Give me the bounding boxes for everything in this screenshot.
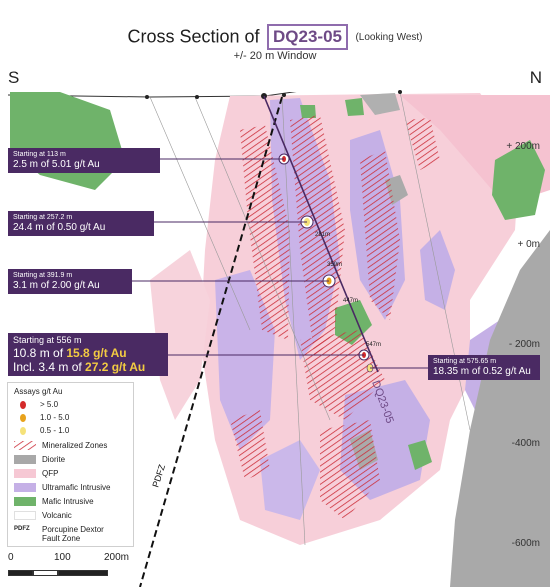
- drill-trace-d: [281, 94, 306, 546]
- swatch-icon: [14, 469, 36, 478]
- legend-item-volcanic: Volcanic: [14, 511, 72, 520]
- ultramafic-f: [260, 440, 320, 520]
- scale-segment: [8, 570, 33, 576]
- fault-label: PDFZ: [150, 463, 167, 489]
- assay-dot-icon: [20, 413, 26, 422]
- elevation-label: - 200m: [508, 339, 540, 350]
- intercept-callout-113m: Starting at 113 m 2.5 m of 5.01 g/t Au: [8, 148, 160, 173]
- fault-abbr: PDFZ: [14, 526, 30, 532]
- swatch-icon: [14, 497, 36, 506]
- swatch-icon: [14, 455, 36, 464]
- diorite-top: [360, 93, 400, 115]
- legend-item-qfp: QFP: [14, 469, 58, 478]
- drill-hole-dq23-05: [263, 95, 379, 373]
- callout-value: 18.35 m of 0.52 g/t Au: [433, 366, 531, 377]
- collar-dot: [145, 95, 149, 99]
- hatch-swatch-icon: [14, 441, 36, 450]
- legend: Assays g/t Au > 5.0 1.0 - 5.0 0.5 - 1.0 …: [7, 382, 134, 547]
- intercept-callout-556m: Starting at 556 m 10.8 m of 15.8 g/t Au …: [8, 333, 168, 376]
- depth-tick: 547m: [366, 342, 381, 348]
- mafic-top-b: [300, 105, 316, 118]
- intercept-callout-575m: Starting at 575.65 m 18.35 m of 0.52 g/t…: [428, 355, 540, 380]
- swatch-icon: [14, 511, 36, 520]
- intercept-callout-391m: Starting at 391.9 m 3.1 m of 2.00 g/t Au: [8, 269, 132, 294]
- scale-label: 100: [54, 552, 71, 563]
- title-direction: (Looking West): [355, 31, 423, 43]
- ultramafic-c: [215, 270, 275, 450]
- drill-trace-b: [194, 96, 331, 421]
- callout-start: Starting at 113 m: [13, 151, 66, 158]
- collar-dot: [282, 93, 286, 97]
- compass-south: S: [8, 68, 20, 87]
- mineralized-zone-3: [360, 150, 400, 320]
- drill-trace-a: [149, 96, 251, 331]
- callout-value: 3.1 m of 2.00 g/t Au: [13, 280, 100, 291]
- qfp-lobe-left: [150, 250, 210, 420]
- legend-item-ultramafic: Ultramafic Intrusive: [14, 483, 110, 492]
- mineralized-zone-1: [290, 115, 345, 360]
- callout-start: Starting at 257.2 m: [13, 214, 73, 221]
- callout-value: 24.4 m of 0.50 g/t Au: [13, 222, 106, 233]
- legend-item-fault: PDFZ Porcupine Dextor Fault Zone: [14, 525, 104, 543]
- ultramafic-d: [420, 230, 455, 310]
- mafic-left: [10, 92, 125, 190]
- callout-value: 2.5 m of 5.01 g/t Au: [13, 159, 100, 170]
- callout-start: Starting at 391.9 m: [13, 272, 73, 279]
- mafic-top-a: [345, 98, 364, 116]
- scale-segment: [33, 570, 58, 576]
- callout-line-1: 10.8 m of 15.8 g/t Au: [13, 346, 127, 360]
- figure-subtitle: +/- 20 m Window: [233, 50, 317, 62]
- assay-dot-icon: [20, 400, 26, 409]
- callout-start: Starting at 575.65 m: [433, 358, 497, 365]
- callout-line-2: Incl. 3.4 m of 27.2 g/t Au: [13, 360, 146, 374]
- elevation-label: + 200m: [506, 141, 540, 152]
- mineralized-zone-5: [320, 420, 380, 520]
- diorite-right: [450, 230, 550, 587]
- legend-item-mafic: Mafic Intrusive: [14, 497, 94, 506]
- title-hole-id: DQ23-05: [267, 24, 348, 50]
- intercept-callout-257m: Starting at 257.2 m 24.4 m of 0.50 g/t A…: [8, 211, 154, 236]
- scale-label: 200m: [104, 552, 130, 563]
- depth-tick: 447m: [343, 298, 358, 304]
- mafic-right: [492, 140, 545, 220]
- scale-bar: 0 100 200m: [8, 552, 130, 584]
- swatch-icon: [14, 483, 36, 492]
- pdfz-fault-line: [139, 96, 283, 587]
- figure-title: Cross Section of DQ23-05 (Looking West): [0, 24, 550, 50]
- elevation-label: -600m: [511, 538, 540, 549]
- legend-item-assay-high: > 5.0: [14, 400, 58, 409]
- legend-item-assay-low: 0.5 - 1.0: [14, 426, 69, 435]
- collar-dot: [195, 95, 199, 99]
- scale-label: 0: [8, 552, 14, 563]
- title-prefix: Cross Section of: [127, 26, 260, 47]
- elevation-label: + 0m: [517, 239, 540, 250]
- depth-tick: 281m: [315, 232, 330, 238]
- elevation-label: -400m: [511, 438, 540, 449]
- collar-dot: [398, 90, 402, 94]
- callout-start: Starting at 556 m: [13, 335, 82, 345]
- legend-item-diorite: Diorite: [14, 455, 65, 464]
- mineralized-zone-2: [240, 125, 290, 340]
- assay-dot-icon: [20, 426, 26, 435]
- depth-tick: 359m: [327, 262, 342, 268]
- legend-heading: Assays g/t Au: [14, 387, 63, 396]
- scale-segment: [58, 570, 108, 576]
- compass-north: N: [529, 68, 542, 87]
- mineralized-zone-7: [405, 118, 440, 170]
- legend-item-mineralized: Mineralized Zones: [14, 441, 107, 450]
- legend-item-assay-mid: 1.0 - 5.0: [14, 413, 69, 422]
- mafic-low: [408, 440, 432, 470]
- mineralized-zone-6: [230, 410, 270, 480]
